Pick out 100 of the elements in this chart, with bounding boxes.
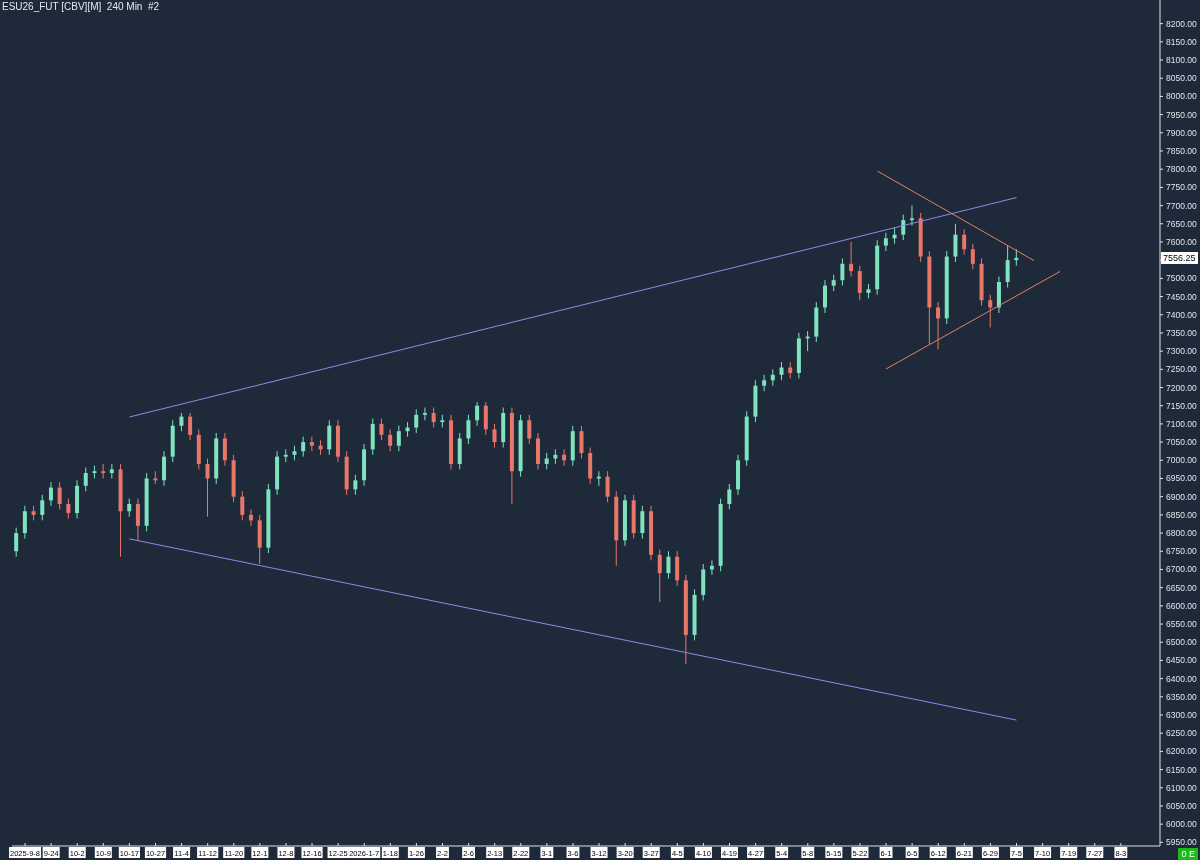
candlestick <box>57 481 62 510</box>
candlestick <box>727 483 732 510</box>
candlestick <box>327 419 332 456</box>
candlestick <box>414 408 419 434</box>
candlestick <box>188 412 193 441</box>
candlestick <box>988 294 993 328</box>
candlestick <box>205 457 210 518</box>
candlestick <box>127 498 132 518</box>
candlestick <box>562 448 567 467</box>
candlestick <box>492 423 497 449</box>
y-tick-label: 7300.00 <box>1166 346 1197 357</box>
candlestick <box>953 223 958 263</box>
y-tick-label: 7250.00 <box>1166 364 1197 375</box>
candlestick <box>83 467 88 492</box>
y-tick-label: 6300.00 <box>1166 710 1197 721</box>
candlestick <box>422 407 427 421</box>
candlestick <box>248 508 253 527</box>
y-tick-label: 6050.00 <box>1166 800 1197 811</box>
y-tick-label: 7400.00 <box>1166 309 1197 320</box>
y-tick-label: 6550.00 <box>1166 619 1197 630</box>
y-tick-label: 6750.00 <box>1166 546 1197 557</box>
candlestick <box>970 243 975 270</box>
y-tick-label: 6100.00 <box>1166 782 1197 793</box>
candlestick <box>666 550 671 580</box>
candlestick <box>240 490 245 521</box>
candlestick <box>822 279 827 314</box>
y-tick-label: 7800.00 <box>1166 164 1197 175</box>
y-tick-label: 8100.00 <box>1166 55 1197 66</box>
candlestick <box>579 425 584 459</box>
candlestick <box>388 428 393 452</box>
candlestick <box>309 436 314 452</box>
y-tick-label: 5950.00 <box>1166 837 1197 848</box>
candlestick <box>475 401 480 427</box>
candlestick <box>640 505 645 540</box>
y-tick-label: 8150.00 <box>1166 36 1197 47</box>
candlestick <box>379 417 384 441</box>
y-tick-label: 7900.00 <box>1166 127 1197 138</box>
candlestick <box>179 412 184 432</box>
candlestick <box>353 474 358 496</box>
candlestick <box>483 401 488 436</box>
candlestick <box>657 548 662 603</box>
candlestick <box>849 241 854 278</box>
y-tick-label: 6700.00 <box>1166 564 1197 575</box>
y-tick-label: 7200.00 <box>1166 382 1197 393</box>
y-tick-label: 7050.00 <box>1166 437 1197 448</box>
y-tick-label: 7150.00 <box>1166 400 1197 411</box>
candlestick <box>901 214 906 241</box>
candlestick <box>14 527 19 558</box>
candlestick <box>762 374 767 392</box>
y-tick-label: 6200.00 <box>1166 746 1197 757</box>
y-tick-label: 7650.00 <box>1166 218 1197 229</box>
y-tick-label: 6800.00 <box>1166 528 1197 539</box>
y-tick-label: 6350.00 <box>1166 691 1197 702</box>
y-tick-label: 7500.00 <box>1166 273 1197 284</box>
y-tick-label: 6150.00 <box>1166 764 1197 775</box>
y-tick-label: 6400.00 <box>1166 673 1197 684</box>
candlestick <box>840 257 845 287</box>
candlestick <box>66 498 71 520</box>
candlestick <box>936 301 941 350</box>
y-tick-label: 7000.00 <box>1166 455 1197 466</box>
candlestick <box>48 481 53 507</box>
y-tick-label: 7850.00 <box>1166 146 1197 157</box>
candlestick <box>396 425 401 452</box>
candlestick <box>779 361 784 381</box>
candlestick <box>909 205 914 227</box>
candlestick <box>857 265 862 301</box>
y-tick-label: 7700.00 <box>1166 200 1197 211</box>
y-tick-label: 7450.00 <box>1166 291 1197 302</box>
y-tick-label: 7350.00 <box>1166 327 1197 338</box>
y-tick-label: 7950.00 <box>1166 109 1197 120</box>
candlestick <box>431 407 436 429</box>
candlestick <box>162 450 167 487</box>
y-tick-label: 6600.00 <box>1166 600 1197 611</box>
candlestick <box>1005 245 1010 288</box>
candlestick <box>22 505 27 540</box>
candlestick <box>101 463 106 479</box>
y-tick-label: 6450.00 <box>1166 655 1197 666</box>
y-tick-label: 6850.00 <box>1166 509 1197 520</box>
candlestick <box>675 550 680 587</box>
y-tick-label: 6000.00 <box>1166 819 1197 830</box>
candlestick <box>962 228 967 256</box>
text: 0 E <box>1178 848 1198 860</box>
candlestick <box>605 470 610 503</box>
y-tick-label: 7750.00 <box>1166 182 1197 193</box>
candlestick <box>222 432 227 467</box>
y-tick-label: 6950.00 <box>1166 473 1197 484</box>
y-tick-label: 8000.00 <box>1166 91 1197 102</box>
y-tick-label: 6650.00 <box>1166 582 1197 593</box>
candlestick <box>301 436 306 458</box>
candlestick <box>883 232 888 252</box>
annotation: 7556.25 <box>1161 251 1198 264</box>
y-tick-label: 8050.00 <box>1166 73 1197 84</box>
y-tick-label: 8200.00 <box>1166 18 1197 29</box>
candlestick <box>527 414 532 445</box>
chart-title: ESU26_FUT [CBV][M] 240 Min #2 <box>2 1 160 12</box>
y-tick-label: 7600.00 <box>1166 236 1197 247</box>
candlestick <box>135 498 140 541</box>
y-tick-label: 7100.00 <box>1166 418 1197 429</box>
y-tick-label: 6250.00 <box>1166 728 1197 739</box>
y-tick-label: 6500.00 <box>1166 637 1197 648</box>
